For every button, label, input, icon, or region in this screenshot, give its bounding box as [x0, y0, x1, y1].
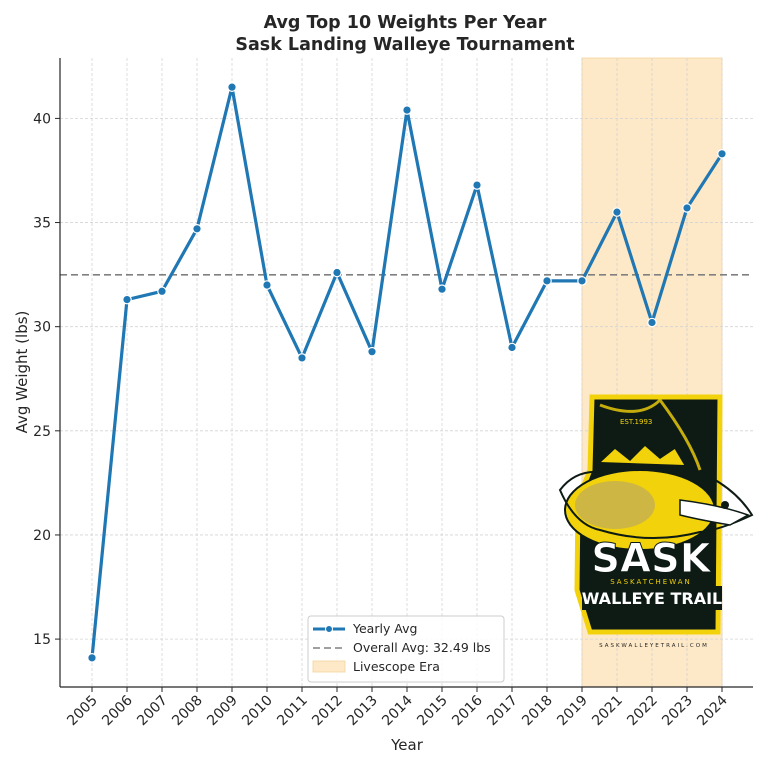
data-point-2021 — [612, 207, 622, 217]
x-tick-label-2018: 2018 — [519, 693, 556, 730]
logo-est-text: EST.1993 — [620, 418, 652, 426]
data-point-2018 — [542, 276, 552, 286]
x-tick-label-2023: 2023 — [659, 693, 696, 730]
data-point-2006 — [122, 294, 132, 305]
x-tick-label-2011: 2011 — [274, 693, 311, 730]
x-tick-label-2010: 2010 — [239, 693, 276, 730]
legend-livescope-swatch — [312, 660, 346, 673]
data-point-2010 — [262, 280, 272, 290]
y-tick-labels: 15 20 25 30 35 40 — [33, 111, 60, 648]
data-point-2008 — [192, 223, 202, 234]
y-tick-label-20: 20 — [33, 528, 51, 544]
legend-livescope-label: Livescope Era — [353, 659, 440, 674]
data-point-2023 — [682, 203, 692, 213]
y-tick-label-15: 15 — [33, 632, 51, 648]
data-point-2015 — [437, 284, 447, 294]
legend: Yearly Avg Overall Avg: 32.49 lbs Livesc… — [307, 615, 505, 683]
x-tick-label-2016: 2016 — [449, 692, 486, 729]
x-tick-label-2017: 2017 — [484, 693, 521, 730]
legend-yearly-avg-label: Yearly Avg — [352, 621, 417, 636]
x-tick-label-2009: 2009 — [204, 693, 241, 730]
logo-url: SASKWALLEYETRAIL.COM — [599, 643, 709, 649]
y-tick-label-35: 35 — [33, 216, 51, 232]
x-tick-label-2005: 2005 — [64, 693, 101, 730]
data-point-2017 — [507, 342, 517, 353]
x-tick-label-2014: 2014 — [379, 692, 416, 729]
yearly-avg-series — [87, 82, 727, 663]
x-tick-label-2021: 2021 — [589, 693, 626, 730]
x-tick-label-2015: 2015 — [414, 693, 451, 730]
x-tick-label-2007: 2007 — [134, 693, 171, 730]
legend-overall-avg-label: Overall Avg: 32.49 lbs — [353, 640, 491, 655]
chart-title-line-1: Avg Top 10 Weights Per Year — [264, 13, 547, 33]
x-axis-label: Year — [390, 736, 424, 754]
data-point-2019 — [577, 276, 587, 286]
data-point-2016 — [472, 180, 482, 190]
data-point-2012 — [332, 267, 342, 278]
data-point-2013 — [367, 346, 377, 357]
data-point-2022 — [647, 317, 657, 328]
data-point-2005 — [87, 653, 97, 663]
data-point-2024 — [717, 149, 727, 159]
data-point-2009 — [227, 82, 237, 92]
logo-word-saskatchewan: SASKATCHEWAN — [610, 578, 692, 586]
x-tick-label-2008: 2008 — [169, 693, 206, 730]
data-point-2014 — [402, 105, 412, 115]
sask-walleye-trail-logo: EST.1993 SASK SASKATCHEWAN WALLEYE TRAIL… — [558, 394, 754, 649]
x-tick-labels: 2005200620072008200920102011201220132014… — [64, 687, 731, 729]
y-tick-label-30: 30 — [33, 320, 51, 336]
legend-box — [307, 615, 505, 683]
x-tick-label-2013: 2013 — [344, 693, 381, 730]
x-tick-label-2022: 2022 — [624, 693, 661, 730]
x-tick-label-2019: 2019 — [554, 693, 591, 730]
data-point-2007 — [157, 286, 167, 297]
logo-word-walleye-trail: WALLEYE TRAIL — [582, 589, 722, 608]
chart-title-line-2: Sask Landing Walleye Tournament — [235, 35, 574, 55]
logo-word-sask: SASK — [591, 536, 713, 582]
x-tick-label-2012: 2012 — [309, 693, 346, 730]
x-tick-label-2006: 2006 — [99, 692, 136, 729]
y-tick-label-25: 25 — [33, 424, 51, 440]
data-point-2011 — [297, 353, 307, 363]
y-axis-label: Avg Weight (lbs) — [13, 311, 31, 434]
x-tick-label-2024: 2024 — [694, 692, 731, 729]
y-tick-label-40: 40 — [33, 111, 51, 127]
